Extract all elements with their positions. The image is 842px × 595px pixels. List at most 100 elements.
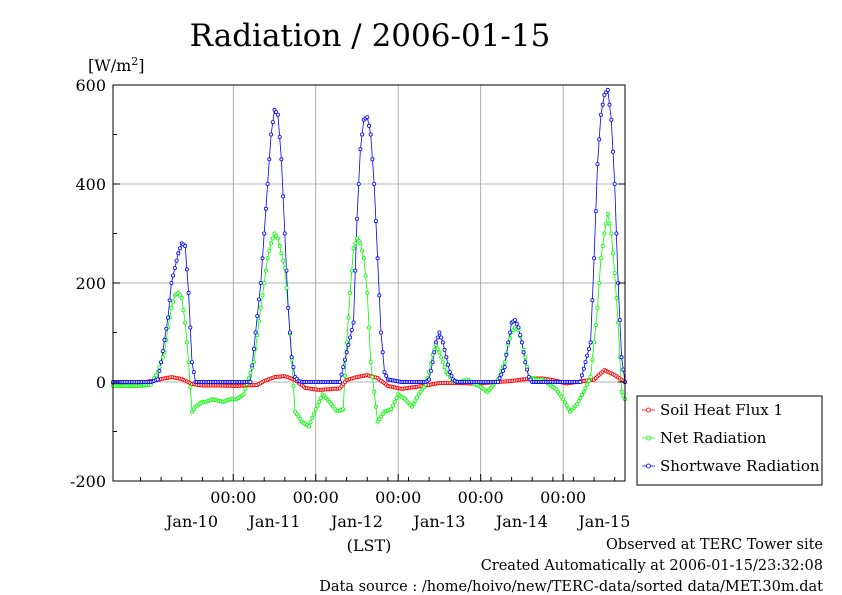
data-point [598,112,603,117]
data-point [275,112,280,117]
data-point [176,251,181,256]
data-point [270,120,275,125]
data-point [263,206,268,211]
data-point [342,357,347,362]
x-tick-time-label: 00:00 [375,488,421,507]
data-point [504,352,509,357]
data-point [382,370,387,375]
data-point [256,297,261,302]
data-point [282,231,287,236]
data-point [265,181,270,186]
data-point [602,231,607,236]
data-point [246,376,251,381]
data-point [380,350,385,355]
data-point [585,382,590,387]
data-point [598,256,603,261]
data-point [621,367,626,372]
data-point [258,305,263,310]
data-point [523,355,528,360]
data-point [318,396,323,401]
data-point [378,330,383,335]
data-point [262,280,267,285]
x-tick-day-label: Jan-11 [246,512,300,531]
data-point [592,256,597,261]
data-point [433,340,438,345]
data-point [188,384,193,389]
data-point [262,231,267,236]
y-tick-label: 200 [75,274,106,293]
data-point [317,399,322,404]
data-point [284,285,289,290]
data-point [612,181,617,186]
data-point [251,346,256,351]
data-point [291,365,296,370]
data-point [442,347,447,352]
legend-marker [646,435,651,441]
data-point [578,396,583,401]
data-point [521,350,526,355]
data-point [251,360,256,365]
data-point [445,362,450,367]
data-point [306,424,311,429]
data-point [432,350,437,355]
data-point [609,117,614,122]
data-point [588,340,593,345]
data-point [506,340,511,345]
data-point [153,373,158,378]
data-point [574,402,579,407]
data-point [427,377,432,382]
data-point [181,308,186,313]
footer-source: Data source : /home/hoivo/new/TERC-data/… [319,579,823,595]
data-point [349,268,354,273]
data-point [447,370,452,375]
data-point [157,365,162,370]
data-point [267,248,272,253]
data-point [164,326,169,331]
data-point [514,321,519,326]
data-point [605,211,610,216]
data-point [277,243,282,248]
data-point [365,115,370,120]
data-point [585,353,590,358]
data-point [391,403,396,408]
data-point [349,327,354,332]
data-point [167,298,172,303]
grid [113,84,625,482]
data-point [593,209,598,214]
data-point [353,268,358,273]
data-point [614,231,619,236]
data-point [260,256,265,261]
data-point [366,123,371,128]
data-point [507,330,512,335]
data-point [600,243,605,248]
x-tick-time-label: 00:00 [293,488,339,507]
data-point [375,256,380,261]
data-point [435,346,440,351]
data-point [171,273,176,278]
data-point [513,318,518,323]
data-point [497,376,502,381]
data-point [269,241,274,246]
data-point [179,295,184,300]
data-point [617,318,622,323]
data-point [437,350,442,355]
data-point [612,271,617,276]
x-tick-day-label: Jan-13 [411,512,465,531]
data-point [411,401,416,406]
data-point [605,87,610,92]
data-point [311,411,316,416]
data-point [188,325,193,330]
data-point [611,251,616,256]
data-point [523,360,528,365]
x-tick-day-label: Jan-15 [576,512,630,531]
data-point [586,346,591,351]
data-point [363,273,368,278]
data-point [440,340,445,345]
data-point [595,305,600,310]
data-point [248,370,253,375]
y-tick-label: -200 [70,472,106,491]
data-point [186,360,191,365]
data-point [373,404,378,409]
data-point [356,181,361,186]
